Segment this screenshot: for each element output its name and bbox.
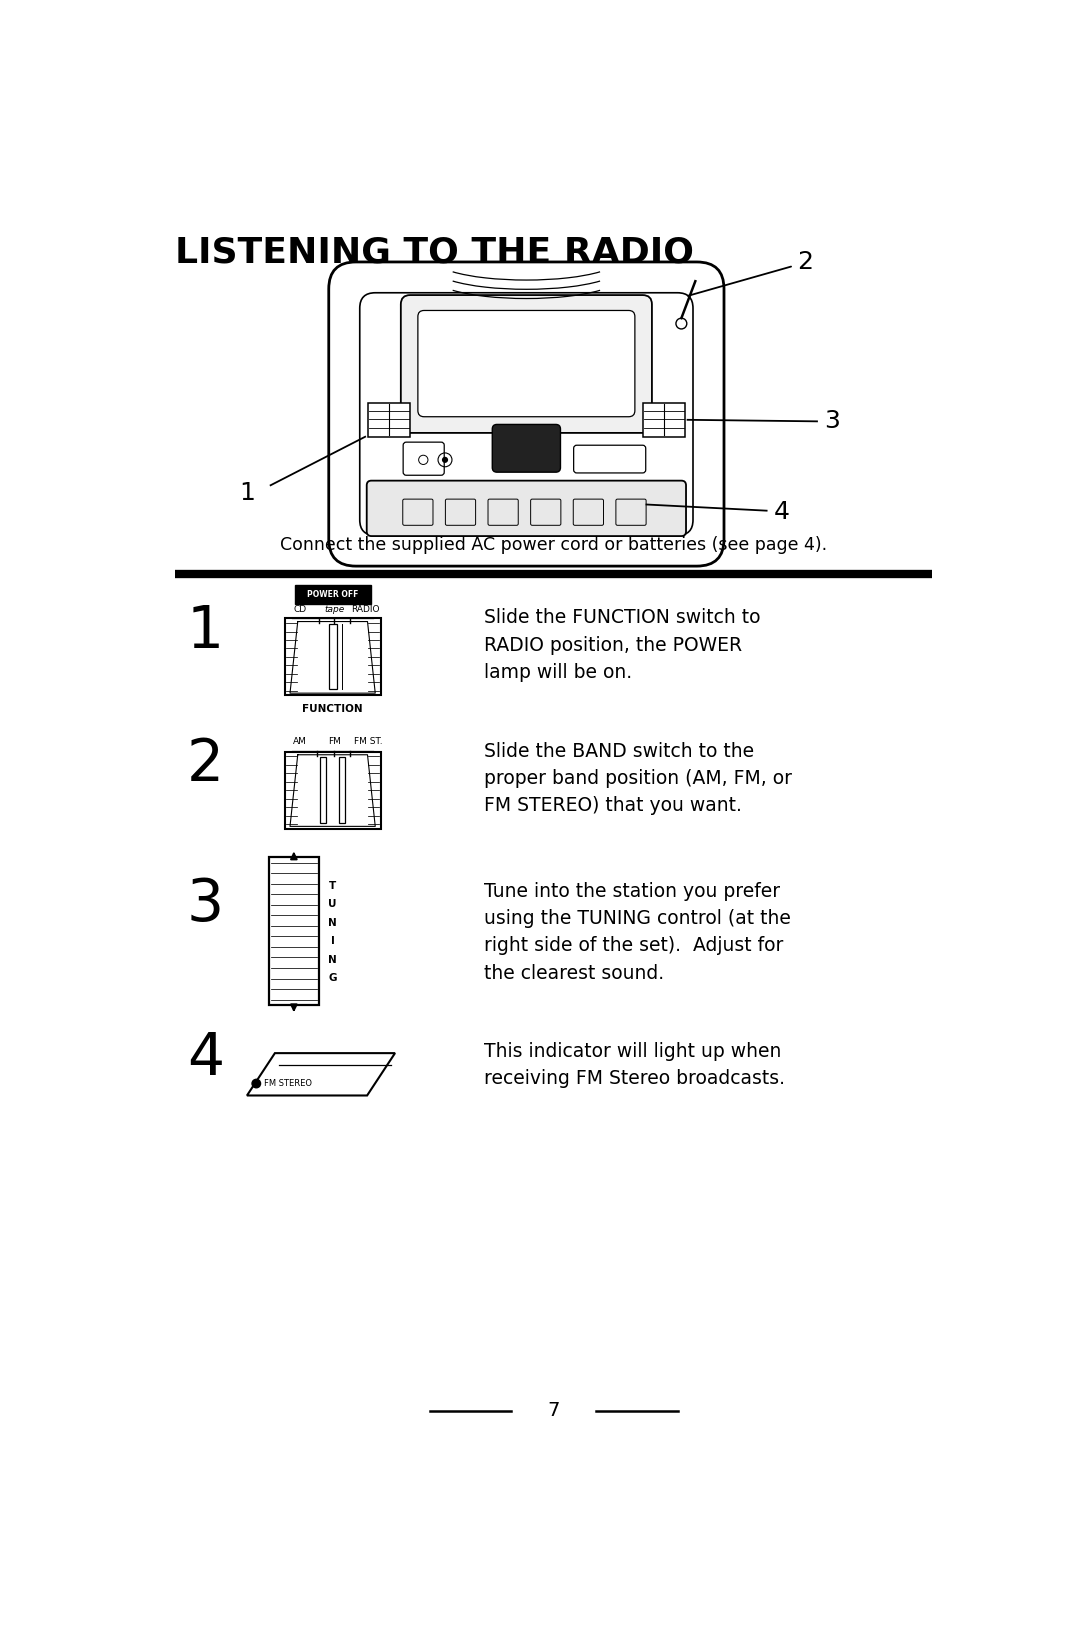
Text: I: I [330,935,335,945]
Circle shape [252,1080,260,1088]
Text: 2: 2 [187,737,224,794]
Text: 2: 2 [797,250,813,275]
Circle shape [442,457,448,464]
Bar [284,751,380,829]
Bar [284,618,380,695]
Bar [339,758,345,822]
Text: 4: 4 [187,1031,224,1087]
FancyBboxPatch shape [492,424,561,472]
FancyBboxPatch shape [643,403,685,437]
Circle shape [315,755,319,758]
FancyBboxPatch shape [295,585,370,603]
Text: Connect the supplied AC power cord or batteries (see page 4).: Connect the supplied AC power cord or ba… [280,536,827,554]
Text: T: T [329,881,336,891]
FancyBboxPatch shape [367,480,686,536]
Text: POWER OFF: POWER OFF [307,590,359,598]
Text: 7: 7 [548,1401,559,1420]
Circle shape [348,755,352,758]
Text: FUNCTION: FUNCTION [302,704,363,713]
Text: 3: 3 [187,876,224,934]
FancyBboxPatch shape [401,294,652,432]
FancyBboxPatch shape [367,403,410,437]
Circle shape [316,621,321,625]
Text: 1: 1 [240,482,255,505]
Text: U: U [328,899,337,909]
Text: 3: 3 [824,409,840,434]
FancyBboxPatch shape [328,261,724,566]
Text: This indicator will light up when
receiving FM Stereo broadcasts.: This indicator will light up when receiv… [484,1042,785,1088]
Text: RADIO: RADIO [351,605,379,615]
FancyBboxPatch shape [418,311,635,416]
Text: LISTENING TO THE RADIO: LISTENING TO THE RADIO [175,235,694,270]
Text: 1: 1 [187,603,224,659]
Text: FM: FM [327,737,340,746]
Text: N: N [328,917,337,927]
Bar [269,857,319,1004]
Text: 4: 4 [774,500,791,524]
Circle shape [333,621,336,625]
Text: AM: AM [293,737,307,746]
Circle shape [348,621,352,625]
Text: tape: tape [324,605,345,615]
Text: CD: CD [294,605,307,615]
Text: Slide the FUNCTION switch to
RADIO position, the POWER
lamp will be on.: Slide the FUNCTION switch to RADIO posit… [484,608,760,682]
Text: FM ST.: FM ST. [354,737,382,746]
Bar [321,758,326,822]
Text: G: G [328,973,337,983]
Circle shape [333,755,336,758]
Text: FM STEREO: FM STEREO [264,1078,312,1088]
Bar [328,623,337,689]
Text: N: N [328,955,337,965]
Text: Tune into the station you prefer
using the TUNING control (at the
right side of : Tune into the station you prefer using t… [484,881,791,983]
PathPatch shape [247,1054,395,1095]
Text: Slide the BAND switch to the
proper band position (AM, FM, or
FM STEREO) that yo: Slide the BAND switch to the proper band… [484,741,792,815]
